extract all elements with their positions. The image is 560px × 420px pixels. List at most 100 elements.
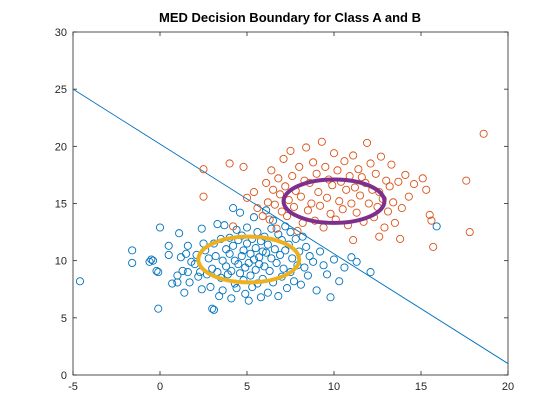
scatter-point [148, 256, 158, 265]
scatter-point [309, 257, 318, 266]
scatter-point [183, 241, 192, 250]
scatter-point [409, 180, 419, 189]
scatter-point [263, 198, 272, 207]
scatter-point [274, 292, 283, 301]
scatter-point [183, 268, 192, 277]
scatter-point [249, 255, 259, 264]
scatter-point [303, 206, 312, 215]
scatter-point [173, 278, 182, 287]
scatter-point [263, 288, 272, 297]
scatter-point [229, 204, 238, 213]
scatter-point [267, 254, 276, 263]
y-tick-label: 25 [55, 84, 67, 96]
scatter-point [75, 277, 85, 286]
scatter-point [364, 199, 373, 208]
scatter-point [382, 176, 391, 185]
scatter-point [349, 236, 358, 245]
scatter-point [375, 232, 384, 241]
scatter-point [263, 240, 272, 249]
scatter-point [274, 174, 283, 183]
scatter-point [128, 258, 137, 268]
scatter-point [229, 222, 238, 231]
y-tick-label: 10 [55, 256, 67, 268]
scatter-point [262, 248, 271, 257]
scatter-point [239, 246, 248, 255]
scatter-point [241, 289, 250, 298]
scatter-point [314, 188, 323, 197]
scatter-point [154, 268, 163, 277]
scatter-point [350, 183, 359, 192]
scatter-point [145, 257, 154, 266]
scatter-point [282, 212, 292, 221]
scatter-point [251, 265, 260, 274]
scatter-point [288, 254, 297, 263]
scatter-point [429, 242, 438, 251]
scatter-point [338, 205, 347, 214]
scatter-point [237, 252, 246, 261]
scatter-point [155, 223, 165, 232]
scatter-point [340, 263, 349, 272]
scatter-point [307, 199, 316, 208]
scatter-point [128, 246, 137, 255]
scatter-point [312, 286, 321, 295]
scatter-point [340, 157, 349, 166]
scatter-point [380, 223, 389, 232]
scatter-point [295, 162, 304, 171]
scatter-point [286, 146, 295, 155]
scatter-point [289, 202, 299, 211]
scatter-point [425, 210, 434, 219]
scatter-point [293, 226, 302, 235]
scatter-point [249, 213, 259, 222]
scatter-point [326, 293, 335, 302]
scatter-point [352, 257, 361, 266]
scatter-point [479, 129, 488, 138]
scatter-point [199, 192, 208, 201]
scatter-point [298, 232, 307, 241]
scatter-point [270, 200, 279, 209]
scatter-point [312, 169, 321, 178]
scatter-point [258, 212, 267, 221]
scatter-point [277, 207, 286, 216]
scatter-point [182, 249, 191, 258]
scatter-point [274, 230, 283, 239]
scatter-point [164, 241, 173, 250]
scatter-point [321, 162, 330, 171]
scatter-point [242, 223, 252, 232]
scatter-point [363, 138, 372, 147]
scatter-point [269, 185, 278, 194]
scatter-point [328, 181, 337, 190]
scatter-point [244, 296, 253, 305]
scatter-point [197, 285, 206, 294]
scatter-point [390, 218, 399, 227]
x-tick-label: 5 [244, 381, 250, 393]
scatter-point [333, 166, 342, 175]
scatter-point [265, 215, 274, 224]
scatter-point [227, 294, 236, 303]
scatter-point [288, 172, 297, 181]
scatter-point [349, 151, 358, 160]
scatter-point [375, 188, 384, 197]
scatter-point [235, 269, 245, 278]
scatter-point [397, 204, 406, 213]
y-tick-label: 20 [55, 141, 67, 153]
scatter-point [246, 271, 255, 280]
scatter-point [227, 266, 236, 276]
scatter-point [317, 137, 326, 146]
scatter-point [347, 253, 356, 262]
scatter-point [329, 255, 339, 264]
scatter-point [220, 221, 229, 230]
scatter-point [235, 208, 245, 217]
x-tick-label: -5 [68, 381, 78, 393]
scatter-point [322, 193, 332, 202]
scatter-point [218, 256, 227, 265]
scatter-point [376, 152, 386, 161]
scatter-point [249, 188, 259, 197]
scatter-point [326, 209, 335, 218]
decision-boundary-line [72, 88, 509, 364]
scatter-point [276, 250, 285, 259]
scatter-point [281, 222, 290, 231]
scatter-point [272, 258, 281, 268]
scatter-point [194, 272, 203, 281]
scatter-point [387, 160, 396, 169]
